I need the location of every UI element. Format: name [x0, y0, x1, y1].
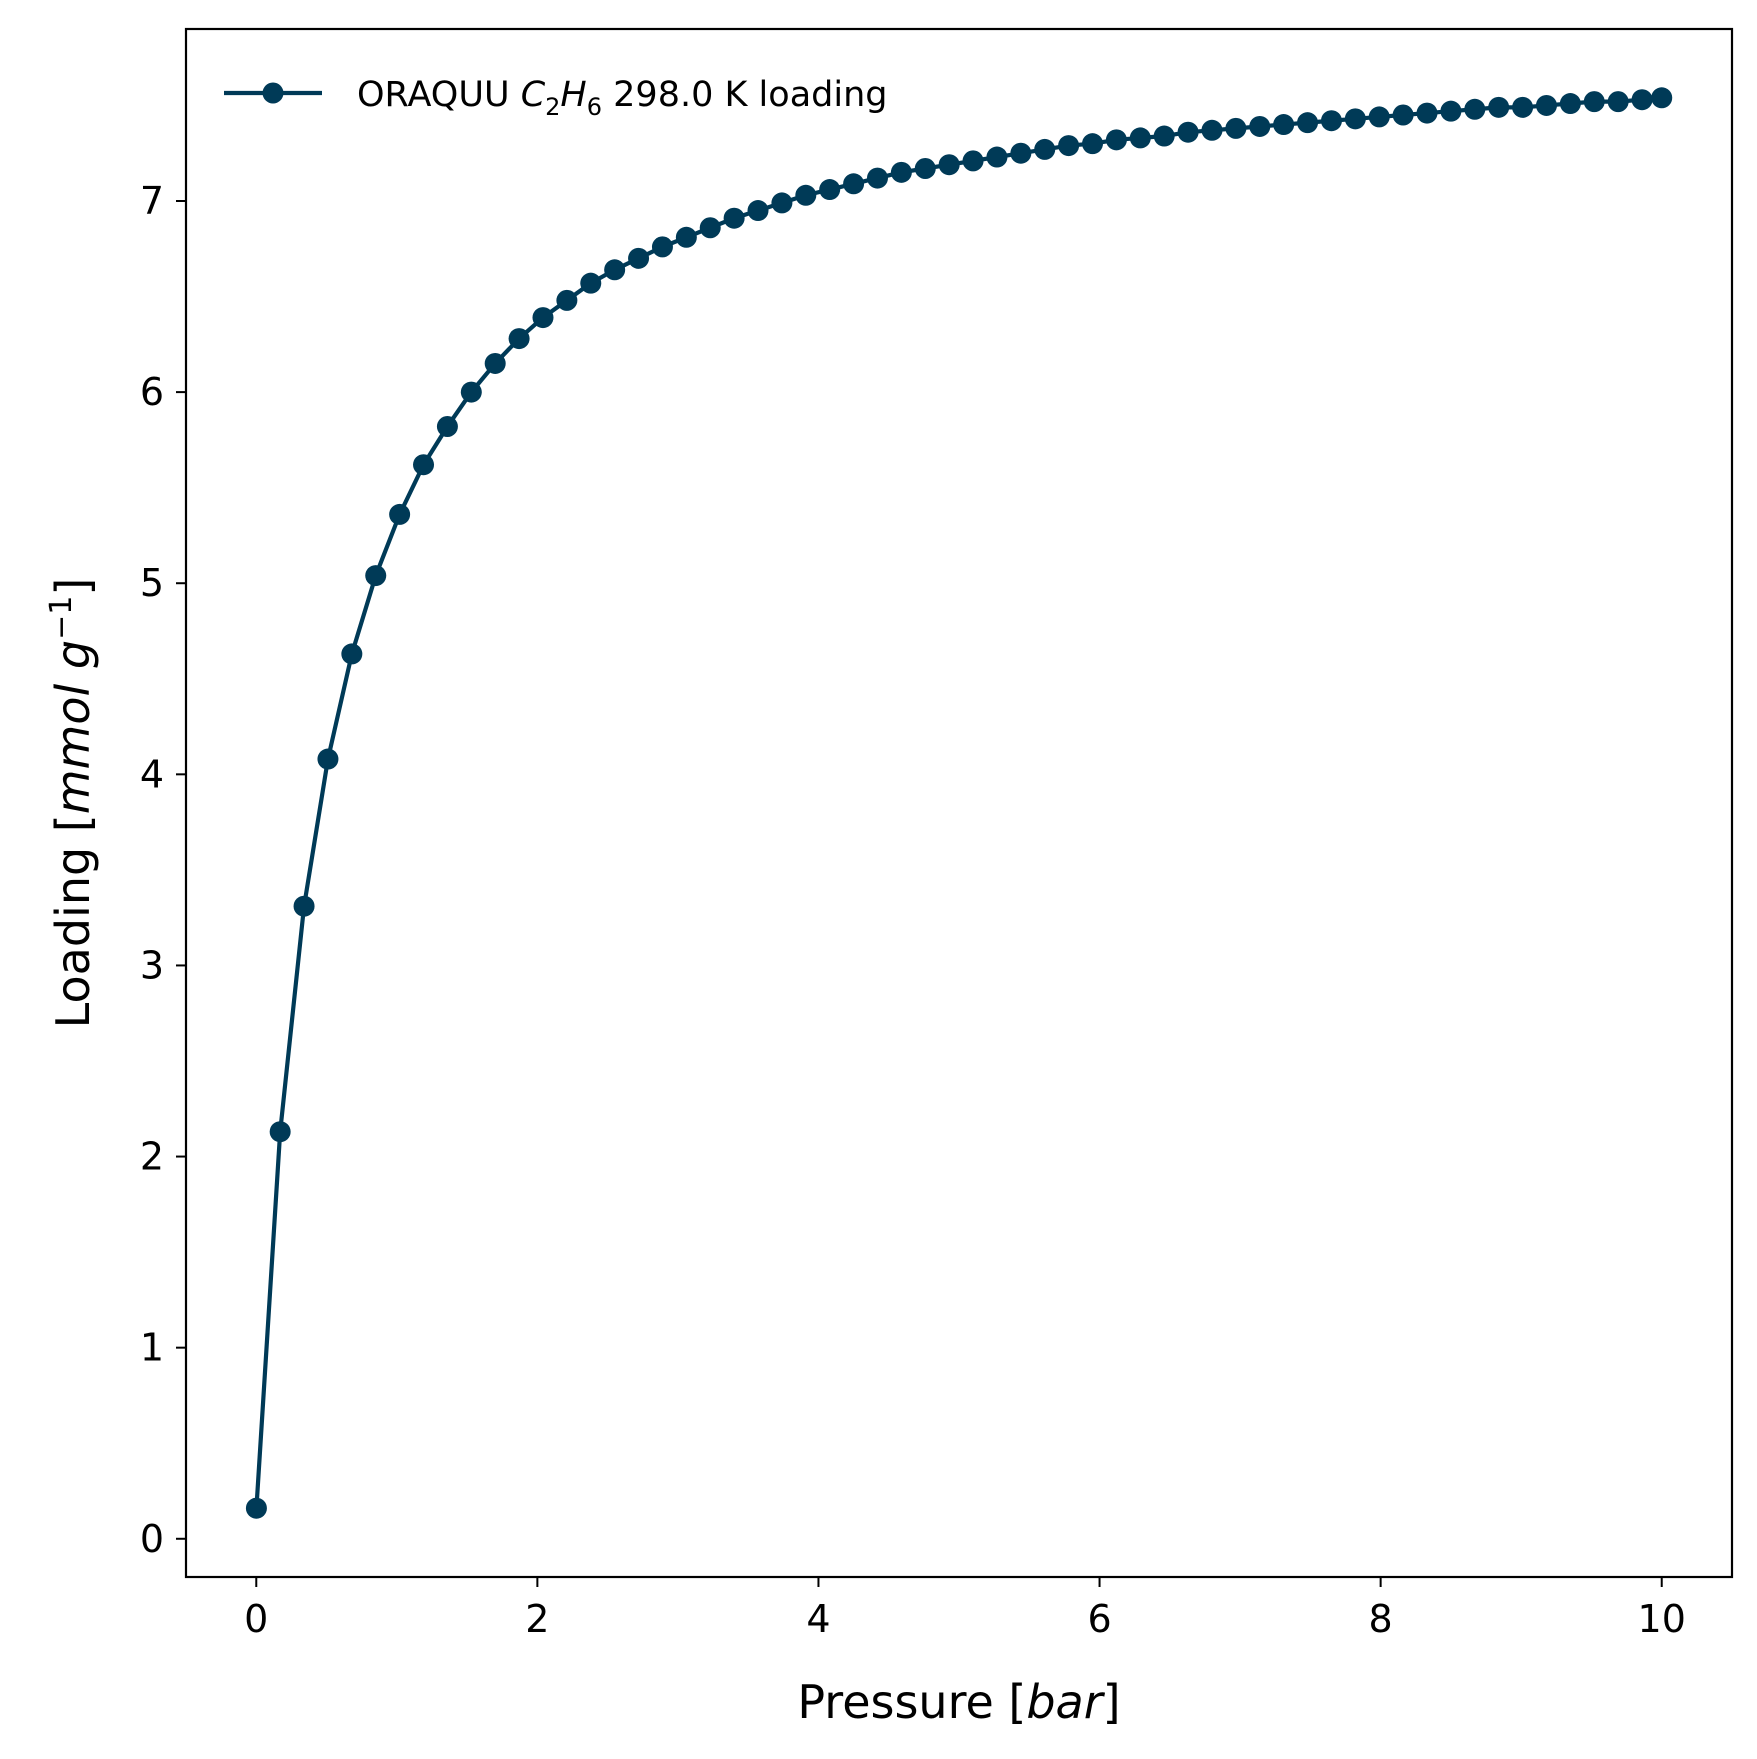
x-tick-label: 4 — [806, 1597, 830, 1641]
x-axis-title: Pressure [bar] — [797, 1675, 1120, 1729]
data-point — [1583, 91, 1605, 113]
legend-point-marker — [262, 82, 284, 104]
data-point — [413, 454, 435, 476]
data-point — [986, 146, 1008, 168]
data-point — [1082, 133, 1104, 155]
plot-frame — [184, 27, 1734, 1579]
legend: ORAQUU C2H6 298.0 K loading — [224, 75, 887, 121]
data-point — [1297, 112, 1319, 134]
data-point — [1034, 138, 1056, 160]
data-point — [1010, 142, 1032, 164]
data-point — [1129, 127, 1151, 149]
y-tick-label: 1 — [140, 1326, 164, 1370]
data-point — [1535, 94, 1557, 116]
data-point — [317, 748, 339, 770]
data-point — [604, 259, 626, 281]
legend-h: H — [560, 75, 586, 115]
data-point — [1416, 102, 1438, 124]
data-point — [675, 226, 697, 248]
data-point — [1177, 121, 1199, 143]
data-point — [723, 207, 745, 229]
data-point — [938, 154, 960, 176]
data-point — [1607, 91, 1629, 113]
data-point — [508, 328, 530, 350]
legend-label: ORAQUU C2H6 298.0 K loading — [357, 75, 887, 121]
y-tick-label: 4 — [140, 752, 164, 796]
y-axis-title: Loading [mmol g−1] — [44, 578, 100, 1029]
data-point — [1651, 87, 1673, 109]
y-tick-label: 3 — [140, 943, 164, 987]
data-point — [1153, 125, 1175, 147]
x-tick-label: 2 — [525, 1597, 549, 1641]
ticks-layer: 0 2 4 6 8 10 0 1 2 3 4 5 6 7 — [140, 179, 1686, 1641]
data-point — [1392, 104, 1414, 126]
data-point — [914, 158, 936, 180]
data-point — [1225, 117, 1247, 139]
x-tick-label: 8 — [1369, 1597, 1393, 1641]
data-point — [1058, 135, 1080, 157]
data-point — [1631, 89, 1653, 111]
data-point — [699, 217, 721, 239]
y-axis-title-sup: −1 — [44, 596, 79, 640]
data-point — [1273, 114, 1295, 136]
x-tick-label: 0 — [244, 1597, 268, 1641]
data-point — [1440, 100, 1462, 122]
data-point — [245, 1497, 267, 1519]
data-point — [819, 179, 841, 201]
data-point — [962, 150, 984, 172]
data-point — [1249, 115, 1271, 137]
data-point — [843, 173, 865, 195]
data-point — [580, 272, 602, 294]
legend-suffix: 298.0 K loading — [602, 75, 887, 115]
data-point — [1105, 129, 1127, 151]
y-axis-title-suffix: ] — [46, 578, 100, 596]
x-axis-title-prefix: Pressure [ — [797, 1675, 1026, 1729]
data-point — [269, 1121, 291, 1143]
data-point — [1559, 93, 1581, 115]
legend-c-sub: 2 — [545, 93, 560, 121]
data-point — [1464, 98, 1486, 120]
x-tick-label: 10 — [1638, 1597, 1686, 1641]
data-point — [484, 352, 506, 374]
data-point — [1344, 108, 1366, 130]
data-point — [1368, 106, 1390, 128]
x-tick-label: 6 — [1087, 1597, 1111, 1641]
data-point — [365, 565, 387, 587]
x-axis-title-suffix: ] — [1103, 1675, 1121, 1729]
data-point — [747, 200, 769, 222]
data-point — [771, 192, 793, 214]
y-axis-title-unit: mmol — [46, 683, 100, 814]
data-point — [556, 289, 578, 311]
data-point — [1201, 119, 1223, 141]
plot-background — [186, 29, 1732, 1577]
x-axis-title-unit: bar — [1026, 1675, 1105, 1729]
data-point — [628, 247, 650, 269]
data-point — [1512, 96, 1534, 118]
y-tick-label: 7 — [140, 179, 164, 223]
legend-prefix: ORAQUU — [357, 75, 521, 115]
data-point — [795, 184, 817, 206]
y-tick-label: 5 — [140, 561, 164, 605]
y-tick-label: 6 — [140, 370, 164, 414]
y-tick-label: 0 — [140, 1517, 164, 1561]
y-axis-title-unit2: g — [46, 640, 100, 669]
data-point — [1488, 96, 1510, 118]
data-point — [293, 895, 315, 917]
legend-h-sub: 6 — [587, 93, 602, 121]
data-point — [866, 167, 888, 189]
data-point — [436, 416, 458, 438]
data-point — [341, 643, 363, 665]
y-tick-label: 2 — [140, 1135, 164, 1179]
legend-c: C — [521, 75, 546, 115]
y-axis-title-space — [46, 669, 100, 684]
y-axis-title-prefix: Loading [ — [46, 814, 100, 1028]
data-point — [651, 236, 673, 258]
data-point — [1320, 110, 1342, 132]
data-point — [890, 161, 912, 183]
data-point — [532, 307, 554, 329]
data-point — [389, 503, 411, 525]
data-point — [460, 381, 482, 403]
series-layer — [245, 87, 1673, 1519]
